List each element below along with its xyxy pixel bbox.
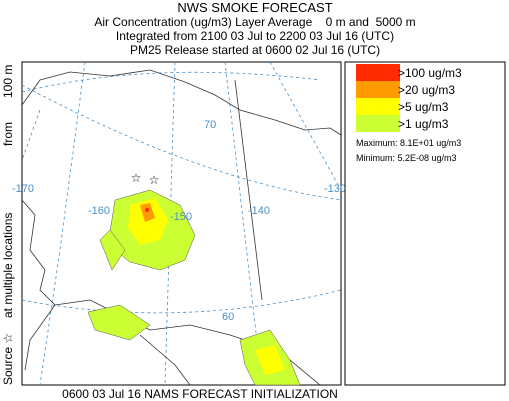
graticule-label: -130 (324, 183, 346, 195)
legend-swatch (356, 81, 400, 98)
graticule (21, 289, 342, 314)
graticule-label: 60 (222, 311, 234, 323)
legend-swatch (356, 98, 400, 115)
plume-core (140, 203, 155, 222)
source-star: ☆ (131, 171, 142, 185)
graticule-label: -170 (12, 183, 34, 195)
graticule-label: -160 (88, 205, 110, 217)
map: ☆ ☆ 70 -170 -160 -150 -140 -130 60 (12, 61, 346, 386)
coastline (21, 69, 342, 386)
legend-maximum: Maximum: 8.1E+01 ug/m3 (356, 138, 461, 148)
plume-core (145, 208, 149, 212)
subtitle: PM25 Release started at 0600 02 Jul 16 (… (130, 43, 380, 57)
side-label-part: 100 m (1, 65, 15, 98)
plume-core (255, 345, 285, 375)
graticule (21, 84, 342, 201)
legend-label: >100 ug/m3 (398, 66, 462, 80)
plume (87, 304, 151, 341)
graticule (224, 61, 263, 386)
graticule (21, 109, 41, 161)
subtitle: Air Concentration (ug/m3) Layer Average … (94, 15, 415, 29)
graticule (21, 71, 321, 93)
side-label-part: Source ☆ (1, 333, 15, 385)
graticule-label: -140 (248, 205, 270, 217)
side-label: Source ☆ at multiple locations from 100 … (1, 65, 15, 385)
graticule (269, 61, 342, 191)
side-label-part: from (1, 122, 15, 146)
footer: 0600 03 Jul 16 NAMS FORECAST INITIALIZAT… (62, 387, 338, 401)
legend-label: >5 ug/m3 (398, 100, 449, 114)
legend-swatch (356, 64, 400, 81)
plume (99, 229, 126, 271)
graticule-label: 70 (204, 119, 216, 131)
side-label-part: at multiple locations (1, 213, 15, 318)
source-star: ☆ (149, 173, 160, 187)
legend-minimum: Minimum: 5.2E-08 ug/m3 (356, 153, 457, 163)
legend-label: >1 ug/m3 (398, 117, 449, 131)
legend: >100 ug/m3 >20 ug/m3 >5 ug/m3 >1 ug/m3 (356, 64, 462, 132)
graticule-label: -150 (170, 211, 192, 223)
title: NWS SMOKE FORECAST (177, 0, 332, 15)
subtitle: Integrated from 2100 03 Jul to 2200 03 J… (116, 29, 394, 43)
legend-swatch (356, 115, 400, 132)
plume-core (128, 198, 168, 245)
legend-label: >20 ug/m3 (398, 83, 455, 97)
